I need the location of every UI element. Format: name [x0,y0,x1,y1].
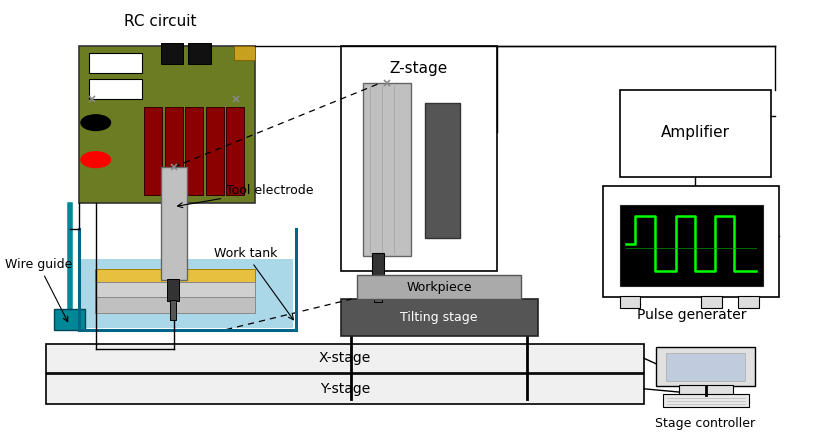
Text: Work tank: Work tank [213,247,293,320]
Text: Stage controller: Stage controller [655,417,755,430]
Bar [620,205,763,286]
Bar [161,167,186,281]
Bar [226,108,244,194]
Bar [701,295,722,308]
Bar [679,385,732,395]
Bar [95,297,255,313]
Bar [341,46,497,271]
Text: Wire guide: Wire guide [5,258,72,322]
Circle shape [81,152,111,167]
Bar [666,353,745,382]
Bar [341,299,538,336]
Text: Amplifier: Amplifier [661,125,730,140]
Bar [372,253,384,277]
Bar [738,295,759,308]
Bar [357,275,521,299]
Bar [167,279,178,301]
Text: RC circuit: RC circuit [124,14,197,29]
Text: Y-stage: Y-stage [320,382,370,396]
Bar [663,395,749,407]
Bar [185,108,203,194]
Bar [46,343,644,373]
Bar [620,295,640,308]
Bar [374,276,382,302]
Bar [95,269,255,283]
Bar [170,300,176,320]
Bar [603,186,779,297]
Circle shape [81,115,111,131]
Bar [144,108,163,194]
Bar [95,282,255,298]
Text: Tool electrode: Tool electrode [177,184,314,208]
Bar [187,43,210,64]
Bar [165,108,182,194]
Text: Tilting stage: Tilting stage [401,311,478,324]
Bar [425,103,460,238]
Bar [81,259,293,328]
Bar [54,309,85,329]
Text: Z-stage: Z-stage [390,61,447,76]
Bar [89,79,143,99]
Bar [46,374,644,404]
Bar [79,46,255,203]
Bar [363,83,410,256]
Bar [161,43,183,64]
Text: Pulse generater: Pulse generater [637,308,746,322]
Bar [656,347,754,386]
Bar [234,46,255,59]
Bar [620,90,771,177]
Text: Workpiece: Workpiece [406,281,472,294]
Text: X-stage: X-stage [319,351,371,365]
Bar [205,108,223,194]
Bar [89,53,143,73]
